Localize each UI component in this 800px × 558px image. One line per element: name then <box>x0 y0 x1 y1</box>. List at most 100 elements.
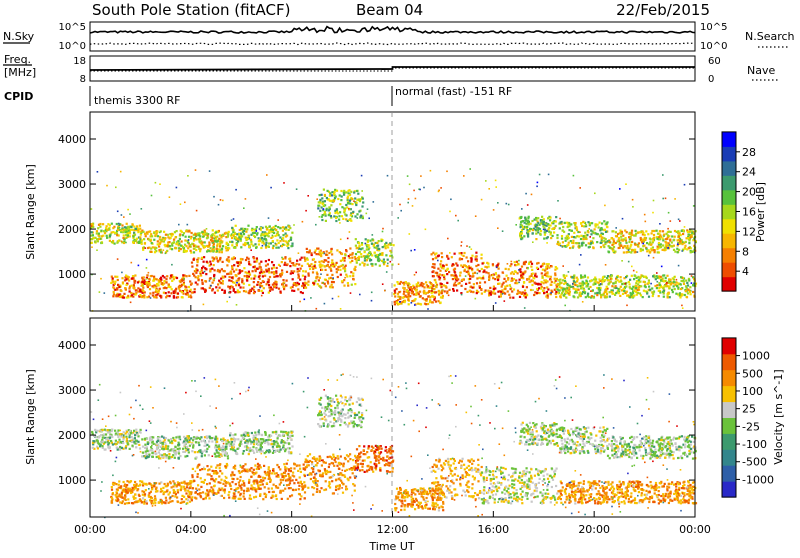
echo-cell-band-6 <box>327 190 329 192</box>
echo-cell-band-0 <box>117 441 119 443</box>
echo-cell-band-0 <box>109 240 111 242</box>
cpid-label: CPID <box>4 90 33 103</box>
echo-cell-band-10 <box>546 263 548 265</box>
echo-cell-band-11 <box>539 233 541 235</box>
echo-cell-band-3 <box>139 294 141 296</box>
scatter-cell <box>461 241 463 243</box>
echo-cell-band-12 <box>606 226 608 228</box>
echo-cell-band-2 <box>229 432 231 434</box>
echo-cell-band-10 <box>517 290 519 292</box>
echo-cell-band-4 <box>268 279 270 281</box>
echo-cell-band-5 <box>330 248 332 250</box>
scatter-cell <box>619 188 621 190</box>
scatter-cell <box>146 267 148 269</box>
echo-cell-band-5 <box>331 274 333 276</box>
scatter-cell <box>543 229 545 231</box>
echo-cell-band-10 <box>542 282 544 284</box>
echo-cell-band-1 <box>167 234 169 236</box>
echo-cell-band-7 <box>377 256 379 258</box>
echo-cell-band-9 <box>449 289 451 291</box>
freq-tick-high: 18 <box>73 56 86 67</box>
echo-cell-band-9 <box>451 256 453 258</box>
echo-cell-band-13 <box>631 234 633 236</box>
echo-cell-band-2 <box>241 434 243 436</box>
echo-cell-band-1 <box>179 233 181 235</box>
echo-cell-band-1 <box>218 445 220 447</box>
echo-cell-band-1 <box>226 243 228 245</box>
echo-cell-band-7 <box>369 240 371 242</box>
echo-cell-band-6 <box>324 211 326 213</box>
echo-cell-band-9 <box>469 278 471 280</box>
echo-cell-band-12 <box>600 234 602 236</box>
echo-cell-band-13 <box>664 247 666 249</box>
echo-cell-band-2 <box>250 239 252 241</box>
echo-cell-band-7 <box>376 242 378 244</box>
echo-cell-band-6 <box>321 206 323 208</box>
echo-cell-band-1 <box>216 449 218 451</box>
echo-cell-band-13 <box>629 232 631 234</box>
echo-cell-band-12 <box>605 238 607 240</box>
echo-cell-band-10 <box>550 284 552 286</box>
echo-cell-band-3 <box>173 290 175 292</box>
echo-cell-band-10 <box>536 292 538 294</box>
echo-cell-band-4 <box>227 286 229 288</box>
echo-cell-band-2 <box>276 234 278 236</box>
echo-cell-band-4 <box>268 284 270 286</box>
echo-cell-band-2 <box>247 432 249 434</box>
echo-cell-band-2 <box>268 242 270 244</box>
echo-cell-band-4 <box>217 260 219 262</box>
echo-cell-band-10 <box>545 268 547 270</box>
echo-cell-band-4 <box>273 267 275 269</box>
echo-cell-band-3 <box>133 284 135 286</box>
echo-cell-band-11 <box>550 237 552 239</box>
scatter-cell <box>100 278 102 280</box>
echo-cell-band-14 <box>630 294 632 296</box>
echo-cell-band-9 <box>479 277 481 279</box>
echo-cell-band-1 <box>222 245 224 247</box>
echo-cell-band-14 <box>577 278 579 280</box>
scatter-cell <box>220 199 222 201</box>
echo-cell-band-8 <box>403 291 405 293</box>
scatter-cell <box>461 294 463 296</box>
echo-cell-band-14 <box>636 280 638 282</box>
echo-cell-band-0 <box>111 430 113 432</box>
echo-cell-band-8 <box>433 299 435 301</box>
echo-cell-band-1 <box>196 438 198 440</box>
colorbar-tick-label: 4 <box>742 265 749 278</box>
scatter-cell <box>626 305 628 307</box>
echo-cell-band-4 <box>293 290 295 292</box>
echo-cell-band-1 <box>221 251 223 253</box>
echo-cell-band-1 <box>188 437 190 439</box>
echo-cell-band-7 <box>377 259 379 261</box>
echo-cell-band-1 <box>168 241 170 243</box>
nsky-trace <box>90 27 695 33</box>
echo-cell-band-1 <box>174 457 176 459</box>
echo-cell-band-3 <box>126 284 128 286</box>
echo-cell-band-4 <box>297 277 299 279</box>
echo-cell-band-6 <box>343 209 345 211</box>
echo-cell-band-0 <box>127 443 129 445</box>
echo-cell-band-10 <box>523 281 525 283</box>
echo-cell-band-10 <box>494 278 496 280</box>
scatter-cell <box>348 208 350 210</box>
echo-cell-band-3 <box>163 280 165 282</box>
scatter-cell <box>155 182 157 184</box>
echo-cell-band-3 <box>132 496 134 498</box>
scatter-cell <box>409 284 411 286</box>
echo-cell-band-5 <box>329 286 331 288</box>
echo-cell-band-3 <box>189 483 191 485</box>
echo-cell-band-1 <box>206 245 208 247</box>
echo-cell-band-14 <box>606 293 608 295</box>
scatter-cell <box>682 307 684 309</box>
echo-cell-band-2 <box>256 226 258 228</box>
scatter-cell <box>367 208 369 210</box>
echo-cell-band-14 <box>629 296 631 298</box>
echo-cell-band-14 <box>565 275 567 277</box>
echo-cell-band-1 <box>159 236 161 238</box>
echo-cell-band-3 <box>169 286 171 288</box>
echo-cell-band-0 <box>92 226 94 228</box>
echo-cell-band-6 <box>324 200 326 202</box>
echo-cell-band-12 <box>567 224 569 226</box>
echo-cell-band-8 <box>411 288 413 290</box>
echo-cell-band-8 <box>438 290 440 292</box>
